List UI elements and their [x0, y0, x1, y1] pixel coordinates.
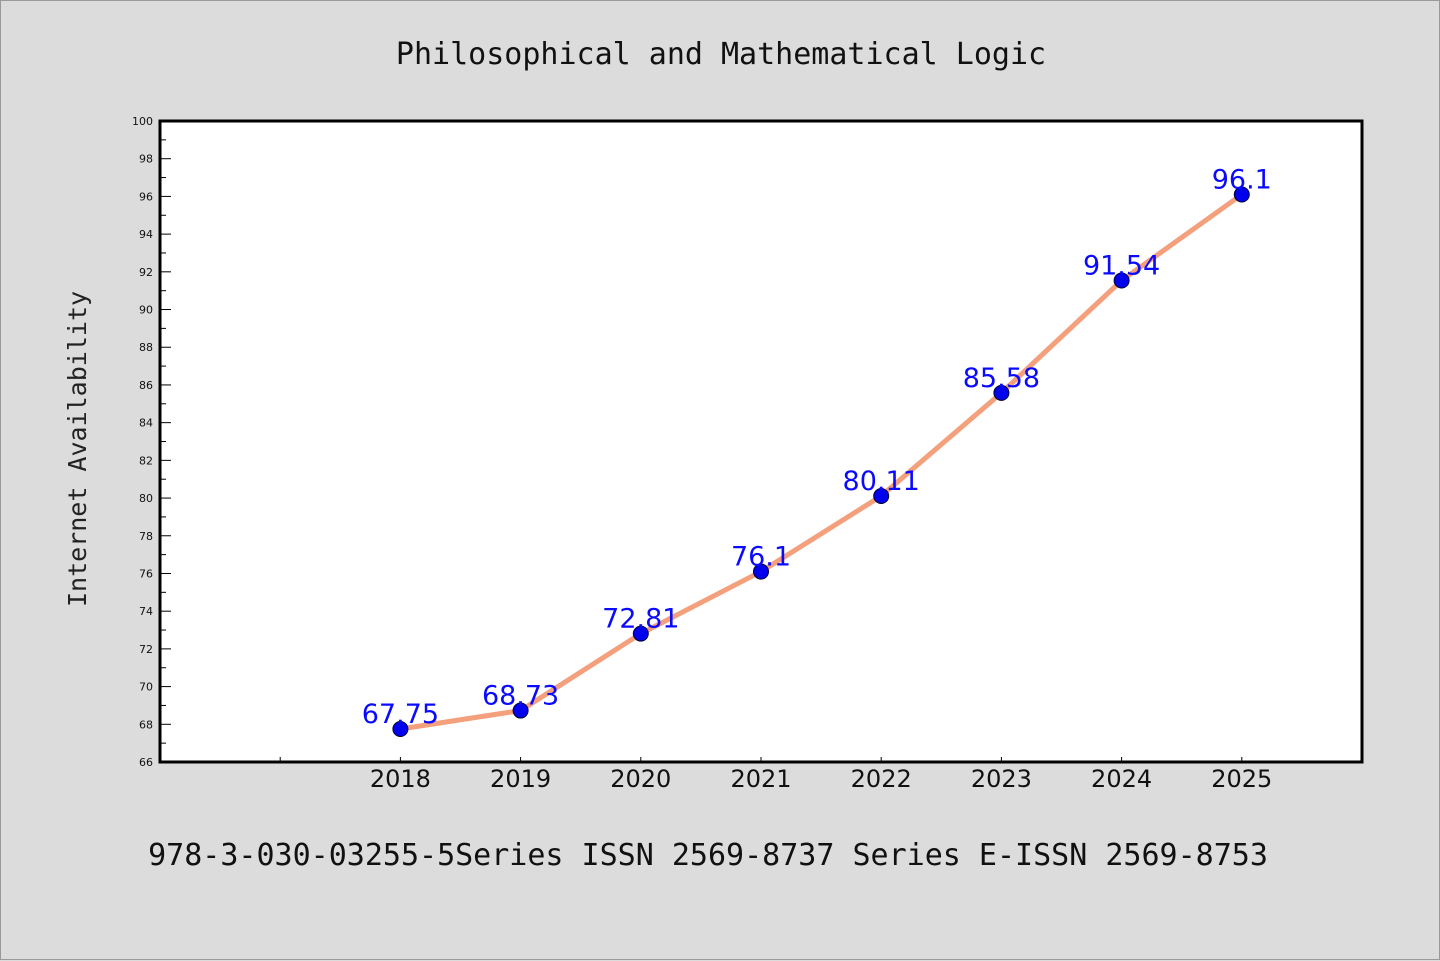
plot-frame — [158, 119, 1364, 764]
y-tick-label: 94 — [139, 228, 153, 241]
data-label: 72.81 — [602, 604, 679, 635]
footer-isbn-issn: 978-3-030-03255-5Series ISSN 2569-8737 S… — [148, 838, 1268, 873]
y-tick-label: 98 — [139, 153, 153, 166]
y-tick-label: 84 — [139, 417, 153, 430]
y-tick-label: 68 — [139, 718, 153, 731]
y-tick-label: 86 — [139, 379, 153, 392]
y-tick-label: 74 — [139, 605, 153, 618]
plot-area — [160, 121, 1362, 762]
x-tick-label: 2024 — [1091, 765, 1152, 793]
data-point-marker — [993, 384, 1010, 401]
data-point-marker — [512, 702, 529, 719]
y-tick-label: 90 — [139, 304, 153, 317]
x-tick-label: 2018 — [370, 765, 431, 793]
series-line — [397, 192, 1245, 732]
data-point-marker — [873, 487, 890, 504]
x-tick-label: 2021 — [730, 765, 791, 793]
y-axis-label: Internet Availability — [63, 291, 92, 607]
y-tick-label: 88 — [139, 341, 153, 354]
y-tick-label: 82 — [139, 454, 153, 467]
x-tick-label: 2019 — [490, 765, 551, 793]
y-axis-ticks: 66 68 70 72 74 76 78 80 82 84 86 88 90 92 94 96 98 100 — [132, 115, 171, 769]
data-label: 68.73 — [482, 681, 559, 712]
y-tick-label: 70 — [139, 681, 153, 694]
data-point-marker — [1233, 186, 1250, 203]
x-tick-label: 2025 — [1211, 765, 1272, 793]
data-label: 96.1 — [1212, 165, 1272, 196]
series-layer: 67.75 68.73 72.81 76.1 80.11 85.58 91.54 96.1 — [362, 165, 1272, 738]
data-label: 76.1 — [731, 542, 791, 573]
data-point-marker — [753, 563, 769, 580]
x-tick-label: 2020 — [610, 765, 671, 793]
y-tick-label: 76 — [139, 567, 153, 580]
y-tick-label: 66 — [139, 756, 153, 769]
y-tick-label: 72 — [139, 643, 153, 656]
x-axis-ticks: 2018 2019 2020 2021 2022 2023 2024 2025 — [279, 757, 1272, 793]
data-point-marker — [1113, 272, 1130, 289]
x-tick-label: 2023 — [971, 765, 1032, 793]
x-tick-label: 2022 — [851, 765, 912, 793]
y-tick-label: 96 — [139, 190, 153, 203]
y-tick-label: 80 — [139, 492, 153, 505]
y-tick-label: 92 — [139, 266, 153, 279]
data-label: 85.58 — [963, 363, 1040, 394]
data-label: 67.75 — [362, 699, 439, 730]
data-point-marker — [392, 721, 409, 738]
y-tick-label: 100 — [132, 115, 153, 128]
data-label: 80.11 — [843, 466, 920, 497]
y-tick-label: 78 — [139, 530, 153, 543]
data-point-marker — [632, 625, 649, 642]
data-label: 91.54 — [1083, 250, 1160, 281]
chart-title: Philosophical and Mathematical Logic — [396, 37, 1046, 72]
